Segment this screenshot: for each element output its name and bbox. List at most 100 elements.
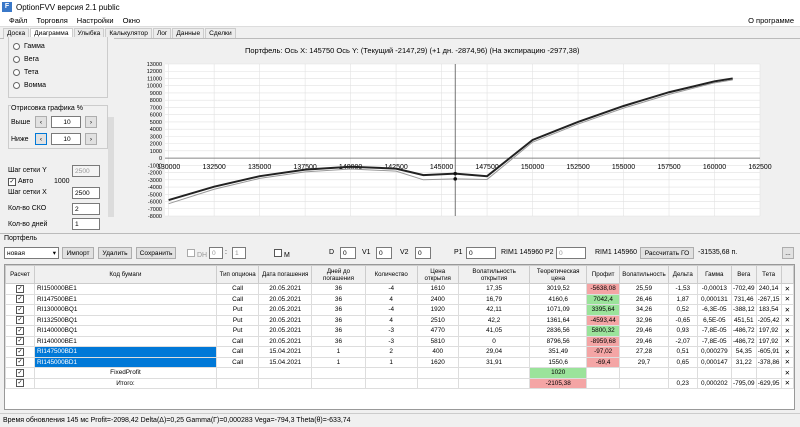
above-value[interactable]: 10: [51, 116, 81, 128]
menu-settings[interactable]: Настройки: [76, 15, 114, 25]
table-row[interactable]: ✓ RI145000BD1 Call 15.04.2021 1 1 1620 31,91 155…: [5, 356, 794, 368]
table-cell: Call: [215, 283, 260, 295]
more-button[interactable]: ...: [782, 247, 794, 259]
remove-row-button[interactable]: ✕: [780, 367, 794, 379]
above-decrease-button[interactable]: ‹: [35, 116, 47, 128]
dh-minutes[interactable]: 1: [232, 247, 246, 259]
portfolio-label: Портфель: [4, 235, 38, 242]
column-header[interactable]: Теоретическая цена: [529, 265, 588, 284]
radio-theta[interactable]: Тета: [13, 66, 107, 79]
total-vega: -795,09: [730, 377, 757, 389]
tab-calculator[interactable]: Калькулятор: [105, 28, 152, 38]
below-decrease-button[interactable]: ‹: [35, 133, 47, 145]
table-row[interactable]: ✓ RI147500BD1 Call 15.04.2021 1 2 400 29,04 351,…: [5, 346, 794, 358]
calc-checkbox[interactable]: ✓: [5, 346, 35, 358]
remove-row-button[interactable]: ✕: [780, 283, 794, 295]
tab-board[interactable]: Доска: [3, 28, 30, 38]
remove-row-button[interactable]: ✕: [780, 356, 794, 368]
radio-vega[interactable]: Вега: [13, 53, 107, 66]
remove-row-button[interactable]: ✕: [780, 304, 794, 316]
days-input[interactable]: 1: [72, 218, 100, 230]
tab-trades[interactable]: Сделки: [205, 28, 236, 38]
grid-y-input[interactable]: 2500: [72, 165, 100, 177]
tab-log[interactable]: Лог: [152, 28, 172, 38]
column-header[interactable]: Профит: [586, 265, 621, 284]
grid-x-input[interactable]: 2500: [72, 187, 100, 199]
p2-input[interactable]: 0: [556, 247, 586, 259]
radio-vomma[interactable]: Вомма: [13, 79, 107, 92]
calc-margin-button[interactable]: Рассчитать ГО: [640, 247, 694, 259]
calc-checkbox[interactable]: ✓: [5, 377, 35, 389]
table-row[interactable]: ✓ RI150000BE1 Call 20.05.2021 36 -4 1610 17,35 3…: [5, 283, 794, 295]
column-header[interactable]: Дней до погашения: [311, 265, 366, 284]
table-row[interactable]: ✓ RI132500BQ1 Put 20.05.2021 36 4 2510 42,2 1361…: [5, 314, 794, 326]
column-header[interactable]: Цена открытия: [416, 265, 459, 284]
save-button[interactable]: Сохранить: [136, 247, 176, 259]
menu-about[interactable]: О программе: [748, 15, 794, 25]
column-header[interactable]: Количество: [364, 265, 418, 284]
remove-row-button[interactable]: ✕: [780, 325, 794, 337]
calc-checkbox[interactable]: ✓: [5, 314, 35, 326]
sko-label: Кол-во СКО: [8, 205, 47, 212]
remove-row-button[interactable]: ✕: [780, 335, 794, 347]
dh-checkbox[interactable]: DH: [187, 249, 207, 259]
dh-hours[interactable]: 0: [209, 247, 223, 259]
import-button[interactable]: Импорт: [62, 247, 94, 259]
column-header[interactable]: Код бумаги: [33, 265, 217, 284]
portfolio-select[interactable]: новая ▾: [4, 247, 59, 259]
column-header[interactable]: Вега: [730, 265, 757, 284]
auto-checkbox[interactable]: ✓ Авто: [8, 178, 34, 186]
menu-trade[interactable]: Торговля: [36, 15, 68, 25]
margin-value: -31535,68 п.: [698, 249, 738, 256]
sko-input[interactable]: 2: [72, 203, 100, 215]
portfolio-chart[interactable]: 1300012000110001000090008000700060005000…: [115, 40, 800, 232]
table-cell: 1550,6: [529, 356, 588, 368]
column-header[interactable]: Дата погашения: [258, 265, 313, 284]
table-cell: 4: [364, 314, 418, 326]
chevron-down-icon: ▾: [52, 250, 56, 257]
remove-row-button[interactable]: ✕: [780, 346, 794, 358]
calc-checkbox[interactable]: ✓: [5, 293, 35, 305]
left-scrollbar[interactable]: [108, 117, 114, 217]
table-cell: 15.04.2021: [258, 346, 313, 358]
column-header[interactable]: Дельта: [667, 265, 698, 284]
table-cell: 17,35: [457, 283, 531, 295]
below-value[interactable]: 10: [51, 133, 81, 145]
remove-row-button[interactable]: ✕: [780, 314, 794, 326]
tab-diagram[interactable]: Диаграмма: [30, 28, 73, 38]
column-header[interactable]: Волатильность: [619, 265, 669, 284]
table-cell: 27,28: [619, 346, 669, 358]
table-row[interactable]: ✓ RI130000BQ1 Put 20.05.2021 36 -4 1920 42,11 10…: [5, 304, 794, 316]
table-row[interactable]: ✓ RI147500BE1 Call 20.05.2021 36 4 2400 16,79 41…: [5, 293, 794, 305]
radio-gamma[interactable]: Гамма: [13, 40, 107, 53]
delete-button[interactable]: Удалить: [98, 247, 132, 259]
calc-checkbox[interactable]: ✓: [5, 367, 35, 379]
calc-checkbox[interactable]: ✓: [5, 335, 35, 347]
below-increase-button[interactable]: ›: [85, 133, 97, 145]
calc-checkbox[interactable]: ✓: [5, 356, 35, 368]
column-header[interactable]: Расчет: [5, 265, 35, 284]
column-header[interactable]: [780, 265, 794, 284]
column-header[interactable]: Гамма: [696, 265, 732, 284]
table-row[interactable]: ✓ RI140000BE1 Call 20.05.2021 36 -3 5810 0 8796,…: [5, 335, 794, 347]
above-increase-button[interactable]: ›: [85, 116, 97, 128]
d-input[interactable]: 0: [340, 247, 356, 259]
remove-row-button[interactable]: ✕: [780, 293, 794, 305]
menu-window[interactable]: Окно: [122, 15, 141, 25]
calc-checkbox[interactable]: ✓: [5, 325, 35, 337]
column-header[interactable]: Тета: [755, 265, 782, 284]
menu-file[interactable]: Файл: [9, 15, 28, 25]
v1-input[interactable]: 0: [376, 247, 392, 259]
tab-data[interactable]: Данные: [172, 28, 205, 38]
calc-checkbox[interactable]: ✓: [5, 283, 35, 295]
table-cell: 7042,4: [586, 293, 621, 305]
p1-input[interactable]: 0: [466, 247, 496, 259]
table-row[interactable]: ✓ RI140000BQ1 Put 20.05.2021 36 -3 4770 41,05 28…: [5, 325, 794, 337]
column-header[interactable]: Волатильность открытия: [457, 265, 531, 284]
column-header[interactable]: Тип опциона: [215, 265, 260, 284]
tab-smile[interactable]: Улыбка: [73, 28, 105, 38]
m-checkbox[interactable]: М: [274, 249, 290, 259]
v2-input[interactable]: 0: [415, 247, 431, 259]
calc-checkbox[interactable]: ✓: [5, 304, 35, 316]
remove-row-button[interactable]: ✕: [780, 377, 794, 389]
